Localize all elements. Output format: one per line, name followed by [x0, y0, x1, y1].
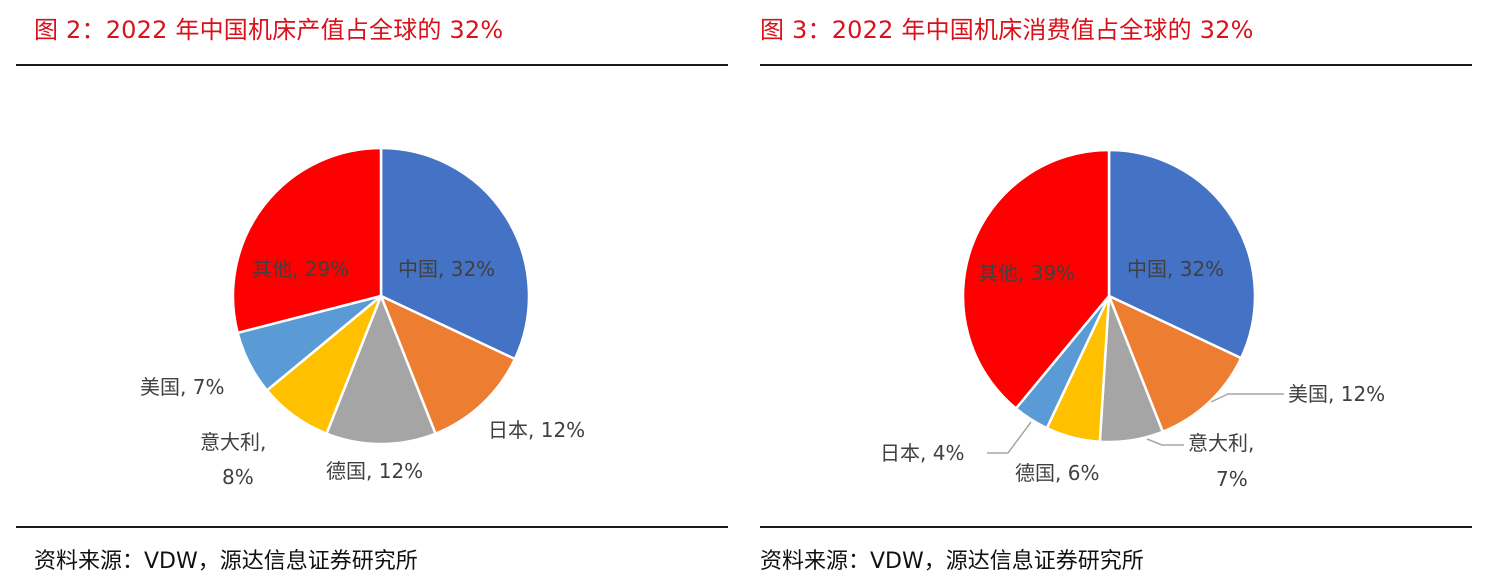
top-rule-left [16, 64, 728, 66]
data-label-2: 日本, 12% [488, 418, 585, 442]
data-label-5: 日本, 4% [880, 441, 964, 465]
source-note-left: 资料来源：VDW，源达信息证券研究所 [34, 549, 418, 574]
leader-line-1 [1210, 393, 1284, 403]
data-label-5: 美国, 7% [140, 375, 224, 399]
data-label-4: 意大利, 8% [200, 430, 266, 489]
pie-slice-6 [961, 148, 1111, 410]
pie-slice-3 [325, 294, 437, 446]
pie-slice-6 [231, 146, 383, 335]
bottom-rule-left [16, 526, 728, 528]
data-label-3: 德国, 12% [326, 459, 423, 483]
data-label-4: 德国, 6% [1015, 461, 1099, 485]
chart-panel-left: 图 2：2022 年中国机床产值占全球的 32% 中国, 32% 日本, 12% 德… [0, 0, 728, 586]
pie-slices [961, 148, 1257, 444]
pie-slice-1 [379, 146, 531, 361]
data-label-2: 美国, 12% [1288, 382, 1385, 406]
pie-slices [231, 146, 531, 446]
bottom-rule-right [760, 526, 1472, 528]
data-label-3: 意大利, 7% [1188, 431, 1254, 491]
pie-chart-left: 中国, 32% 日本, 12% 德国, 12% 意大利, 8% 美国, 7% 其他, 29% [140, 146, 585, 489]
leader-line-2 [1146, 438, 1184, 446]
pie-chart-right: 中国, 32% 美国, 12% 意大利, 7% 德国, 6% 日本, 4% 其他, 39% [880, 148, 1385, 491]
pie-slice-1 [1107, 148, 1257, 360]
data-label-6: 其他, 29% [252, 257, 349, 281]
pie-slice-2 [1107, 294, 1243, 433]
top-rule-right [760, 64, 1472, 66]
pie-slice-2 [379, 294, 517, 435]
data-label-6: 其他, 39% [978, 261, 1075, 285]
source-note-right: 资料来源：VDW，源达信息证券研究所 [760, 549, 1144, 574]
data-label-1: 中国, 32% [1127, 257, 1224, 281]
data-label-1: 中国, 32% [398, 257, 495, 281]
chart-title-left: 图 2：2022 年中国机床产值占全球的 32% [34, 16, 504, 44]
chart-panel-right: 图 3：2022 年中国机床消费值占全球的 32% 中国, 32% 美国, 12%… [744, 0, 1472, 586]
chart-title-right: 图 3：2022 年中国机床消费值占全球的 32% [760, 16, 1254, 44]
leader-line-3 [987, 421, 1032, 454]
